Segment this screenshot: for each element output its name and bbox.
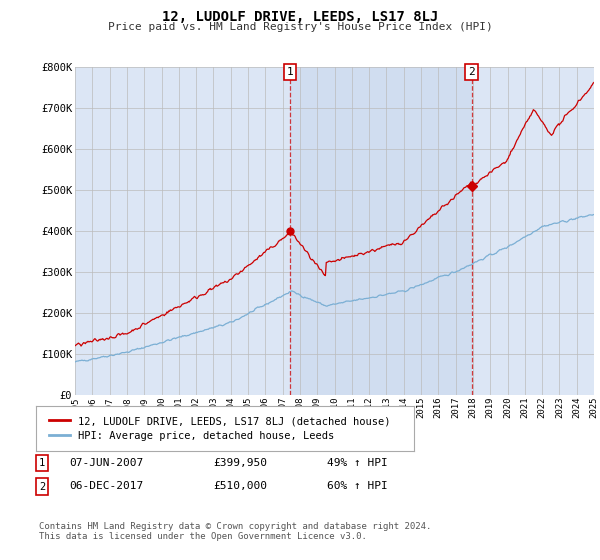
Legend: 12, LUDOLF DRIVE, LEEDS, LS17 8LJ (detached house), HPI: Average price, detached: 12, LUDOLF DRIVE, LEEDS, LS17 8LJ (detac… — [45, 412, 395, 445]
Text: 60% ↑ HPI: 60% ↑ HPI — [327, 481, 388, 491]
Text: Price paid vs. HM Land Registry's House Price Index (HPI): Price paid vs. HM Land Registry's House … — [107, 22, 493, 32]
Text: 07-JUN-2007: 07-JUN-2007 — [69, 458, 143, 468]
Text: £510,000: £510,000 — [213, 481, 267, 491]
Text: 06-DEC-2017: 06-DEC-2017 — [69, 481, 143, 491]
Text: £399,950: £399,950 — [213, 458, 267, 468]
Bar — [290, 67, 472, 395]
Text: 49% ↑ HPI: 49% ↑ HPI — [327, 458, 388, 468]
Text: 12, LUDOLF DRIVE, LEEDS, LS17 8LJ: 12, LUDOLF DRIVE, LEEDS, LS17 8LJ — [162, 10, 438, 24]
Text: 1: 1 — [39, 458, 45, 468]
Text: Contains HM Land Registry data © Crown copyright and database right 2024.
This d: Contains HM Land Registry data © Crown c… — [39, 522, 431, 542]
Text: 1: 1 — [287, 67, 293, 77]
Text: 2: 2 — [39, 482, 45, 492]
Text: 2: 2 — [468, 67, 475, 77]
